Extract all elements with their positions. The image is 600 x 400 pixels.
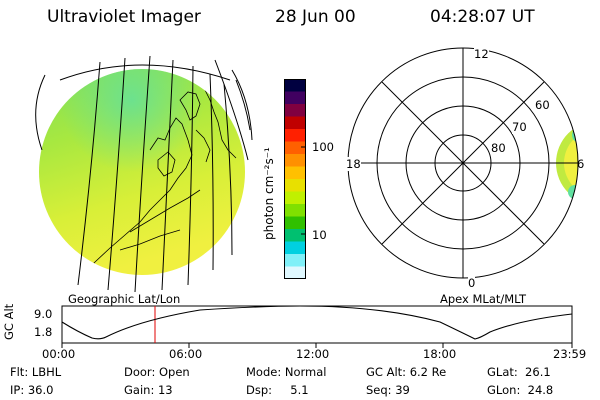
polar-mlt-6: 6 — [577, 157, 585, 171]
colorbar-segment — [284, 104, 306, 117]
altitude-xtick-0000: 00:00 — [42, 347, 76, 361]
altitude-xtick-1200: 12:00 — [296, 347, 330, 361]
colorbar-segment — [284, 229, 306, 242]
polar-grid — [347, 47, 579, 279]
colorbar-segment — [284, 179, 306, 192]
info-filter: Flt: LBHL — [10, 365, 62, 379]
info-seq: Seq: 39 — [366, 383, 410, 397]
apex-label: Apex MLat/MLT — [440, 292, 527, 306]
colorbar-segment — [284, 204, 306, 217]
colorbar-segment — [284, 79, 306, 92]
colorbar-segment — [284, 154, 306, 167]
longitude-lines — [59, 55, 249, 293]
info-dsp: Dsp: 5.1 — [246, 383, 309, 397]
info-ip: IP: 36.0 — [10, 383, 54, 397]
colorbar-segment — [284, 91, 306, 105]
info-glat: GLat: 26.1 — [487, 365, 551, 379]
colorbar-segment — [284, 266, 306, 279]
polar-lat-80: 80 — [491, 141, 506, 155]
colorbar — [284, 79, 306, 279]
info-door: Door: Open — [124, 365, 190, 379]
colorbar-segment — [284, 166, 306, 180]
altitude-ylabel: GC Alt — [2, 303, 16, 340]
colorbar-segment — [284, 116, 306, 130]
info-mode: Mode: Normal — [246, 365, 327, 379]
colorbar-segment — [284, 141, 306, 155]
polar-mlt-18: 18 — [346, 157, 361, 171]
altitude-x-ticks — [61, 343, 573, 348]
colorbar-segment — [284, 254, 306, 267]
polar-mlt-12: 12 — [474, 47, 489, 61]
colorbar-segment — [284, 241, 306, 255]
observation-time: 04:28:07 UT — [430, 7, 535, 27]
colorbar-border — [284, 79, 306, 279]
altitude-xtick-2359: 23:59 — [553, 347, 587, 361]
colorbar-segment — [284, 216, 306, 230]
colorbar-tick-10: 10 — [312, 228, 327, 242]
instrument-title: Ultraviolet Imager — [47, 7, 201, 27]
colorbar-tick-100: 100 — [312, 140, 334, 154]
globe-edge-lines — [35, 69, 253, 151]
colorbar-segment — [284, 129, 306, 142]
geographic-label: Geographic Lat/Lon — [68, 292, 181, 306]
altitude-xtick-1800: 18:00 — [423, 347, 457, 361]
polar-lat-60: 60 — [535, 98, 550, 112]
altitude-xtick-0600: 06:00 — [169, 347, 203, 361]
altitude-curve — [61, 305, 573, 340]
altitude-ytick-1-8: 1.8 — [34, 325, 53, 339]
coastlines — [81, 89, 237, 275]
info-gain: Gain: 13 — [124, 383, 173, 397]
polar-mlt-0: 0 — [468, 276, 476, 290]
polar-lat-70: 70 — [512, 120, 527, 134]
colorbar-segment — [284, 191, 306, 205]
info-gc-alt: GC Alt: 6.2 Re — [366, 365, 447, 379]
altitude-ytick-9: 9.0 — [34, 307, 53, 321]
observation-date: 28 Jun 00 — [275, 7, 356, 27]
info-glon: GLon: 24.8 — [487, 383, 554, 397]
